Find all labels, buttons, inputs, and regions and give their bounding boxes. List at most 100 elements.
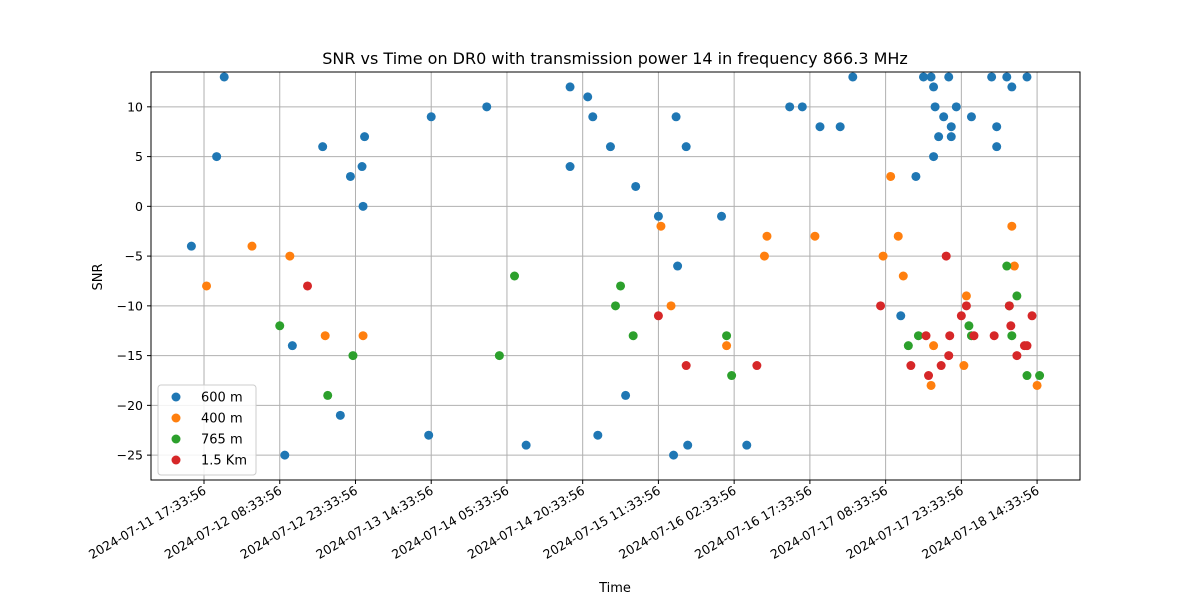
chart-title: SNR vs Time on DR0 with transmission pow…: [322, 49, 908, 68]
y-tick-label: −10: [117, 298, 143, 313]
data-point: [1006, 321, 1016, 331]
data-point: [936, 361, 946, 371]
data-point: [903, 341, 913, 351]
data-point: [1022, 371, 1032, 381]
data-point: [762, 231, 772, 241]
data-point: [989, 331, 999, 341]
data-point: [358, 331, 368, 341]
data-point: [1007, 82, 1017, 92]
data-point: [921, 331, 931, 341]
data-point: [673, 261, 683, 271]
data-point: [918, 72, 928, 82]
data-point: [1035, 371, 1045, 381]
data-point: [992, 122, 1002, 132]
data-point: [320, 331, 330, 341]
data-point: [961, 301, 971, 311]
y-tick-label: −5: [125, 249, 143, 264]
x-axis-label: Time: [598, 581, 631, 596]
data-point: [946, 122, 956, 132]
data-point: [1007, 331, 1017, 341]
data-point: [510, 271, 520, 281]
data-point: [1009, 261, 1019, 271]
y-axis-label: SNR: [91, 263, 106, 290]
plot-frame: [150, 71, 1081, 481]
data-point: [929, 152, 939, 162]
data-point: [930, 102, 940, 112]
data-point: [992, 142, 1002, 152]
data-point: [666, 301, 676, 311]
data-point: [759, 251, 769, 261]
legend-marker: [171, 455, 181, 465]
data-point: [969, 331, 979, 341]
legend-label: 400 m: [201, 412, 243, 427]
plot-area: [151, 72, 1080, 480]
data-point: [893, 231, 903, 241]
data-point: [959, 361, 969, 371]
data-point: [951, 102, 961, 112]
data-point: [565, 162, 575, 172]
data-point: [605, 142, 615, 152]
data-point: [961, 291, 971, 301]
legend-label: 765 m: [201, 433, 243, 448]
data-point: [348, 351, 358, 361]
data-point: [898, 271, 908, 281]
data-point: [588, 112, 598, 122]
data-point: [835, 122, 845, 132]
data-point: [722, 341, 732, 351]
data-point: [785, 102, 795, 112]
data-point: [360, 132, 370, 142]
data-point: [848, 72, 858, 82]
data-points: [186, 72, 1045, 460]
legend-box: [157, 384, 257, 476]
data-point: [966, 112, 976, 122]
gridlines: [151, 72, 1080, 480]
y-tick-labels: −25 −20 −15 −10 −5 0 5 10: [117, 99, 143, 462]
data-point: [521, 440, 531, 450]
data-point: [628, 331, 638, 341]
data-point: [956, 311, 966, 321]
data-point: [913, 331, 923, 341]
data-point: [810, 231, 820, 241]
data-point: [945, 331, 955, 341]
series-400-m: [202, 171, 1042, 390]
data-point: [797, 102, 807, 112]
data-point: [1012, 351, 1022, 361]
series-765-m: [275, 261, 1045, 400]
data-point: [939, 112, 949, 122]
data-point: [1004, 301, 1014, 311]
data-point: [929, 82, 939, 92]
data-point: [926, 72, 936, 82]
data-point: [964, 321, 974, 331]
data-point: [727, 371, 737, 381]
data-point: [1027, 311, 1037, 321]
series-600-m: [186, 72, 1032, 460]
data-point: [303, 281, 313, 291]
legend-label: 600 m: [201, 391, 243, 406]
y-tick-label: 0: [135, 199, 143, 214]
data-point: [318, 142, 328, 152]
data-point: [815, 122, 825, 132]
data-point: [358, 201, 368, 211]
data-point: [722, 331, 732, 341]
data-point: [275, 321, 285, 331]
y-tick-label: −25: [117, 448, 143, 463]
data-point: [335, 410, 345, 420]
data-point: [1002, 72, 1012, 82]
y-tick-label: 5: [135, 149, 143, 164]
data-point: [653, 211, 663, 221]
data-point: [287, 341, 297, 351]
y-tick-label: −15: [117, 348, 143, 363]
data-point: [323, 390, 333, 400]
data-point: [987, 72, 997, 82]
data-point: [924, 371, 934, 381]
data-point: [656, 221, 666, 231]
data-point: [906, 361, 916, 371]
data-point: [565, 82, 575, 92]
y-tick-label: −20: [117, 398, 143, 413]
data-point: [653, 311, 663, 321]
data-point: [896, 311, 906, 321]
data-point: [219, 72, 229, 82]
data-point: [876, 301, 886, 311]
data-point: [886, 171, 896, 181]
